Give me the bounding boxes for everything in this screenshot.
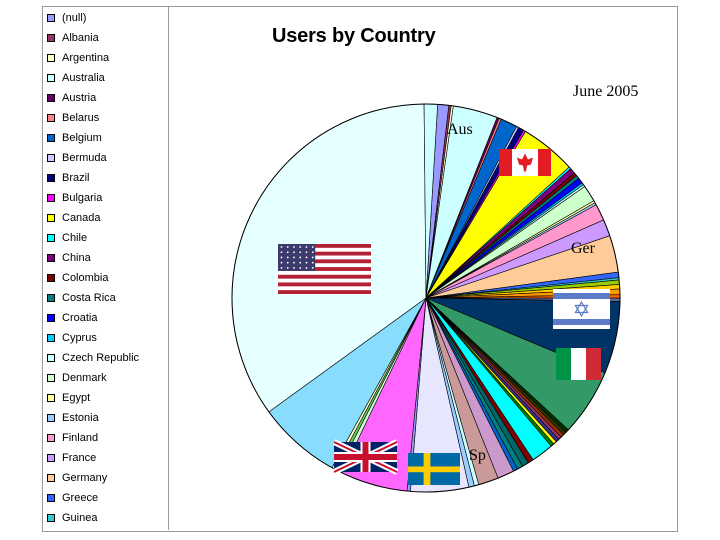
legend-label: China — [62, 252, 91, 264]
legend-label: Finland — [62, 432, 99, 444]
legend-swatch — [47, 214, 55, 222]
legend-label: Guinea — [62, 512, 98, 524]
legend-item-croatia: Croatia — [47, 308, 97, 328]
slice-annotation-aus: Aus — [447, 121, 473, 138]
legend-item-cyprus: Cyprus — [47, 328, 97, 348]
legend-item-canada: Canada — [47, 208, 101, 228]
legend-item-bulgaria: Bulgaria — [47, 188, 102, 208]
legend-swatch — [47, 474, 55, 482]
slice-annotation-ger: Ger — [571, 240, 596, 257]
legend-label: Czech Republic — [62, 352, 140, 364]
legend-item-belarus: Belarus — [47, 108, 99, 128]
legend-item-australia: Australia — [47, 68, 105, 88]
legend-item-finland: Finland — [47, 428, 98, 448]
legend-item-brazil: Brazil — [47, 168, 90, 188]
legend-swatch — [47, 334, 55, 342]
legend-item-france: France — [47, 448, 96, 468]
legend-swatch — [47, 374, 55, 382]
legend-item-belgium: Belgium — [47, 128, 102, 148]
legend-swatch — [47, 394, 55, 402]
legend-swatch — [47, 154, 55, 162]
legend-label: Canada — [62, 212, 101, 224]
slice-annotation-sp: Sp — [469, 447, 486, 464]
legend-label: Egypt — [62, 392, 91, 404]
legend-label: Belarus — [62, 112, 100, 124]
legend-item-chile: Chile — [47, 228, 87, 248]
legend-swatch — [47, 54, 55, 62]
slice-annotations: Aus Ger Sp — [447, 121, 596, 464]
pie-slices — [231, 103, 621, 493]
flag-overlays — [278, 149, 610, 485]
legend-label: (null) — [62, 12, 87, 24]
israel-flag-icon — [553, 289, 610, 329]
legend-label: Chile — [62, 232, 88, 244]
legend-item-argentina: Argentina — [47, 48, 109, 68]
legend-label: Colombia — [62, 272, 109, 284]
legend-label: Albania — [62, 32, 99, 44]
pie-outline — [231, 103, 621, 493]
legend-item-czech-republic: Czech Republic — [47, 348, 139, 368]
chart-title: Users by Country — [272, 25, 436, 47]
legend-label: Greece — [62, 492, 99, 504]
legend-label: Croatia — [62, 312, 98, 324]
legend-item-guinea: Guinea — [47, 508, 97, 528]
legend-swatch — [47, 34, 55, 42]
canada-flag-icon — [499, 149, 551, 176]
legend-item-greece: Greece — [47, 488, 98, 508]
legend-item-null: (null) — [47, 8, 86, 28]
legend-label: Austria — [62, 92, 97, 104]
legend-swatch — [47, 274, 55, 282]
legend-label: Argentina — [62, 52, 110, 64]
legend-label: Australia — [62, 72, 105, 84]
legend-swatch — [47, 414, 55, 422]
legend-swatch — [47, 94, 55, 102]
legend-swatch — [47, 254, 55, 262]
legend-swatch — [47, 174, 55, 182]
italy-flag-icon — [556, 348, 601, 380]
legend-swatch — [47, 294, 55, 302]
legend-swatch — [47, 114, 55, 122]
legend-label: Denmark — [62, 372, 107, 384]
legend-swatch — [47, 234, 55, 242]
legend-item-estonia: Estonia — [47, 408, 99, 428]
legend-label: Estonia — [62, 412, 99, 424]
legend-label: Cyprus — [62, 332, 97, 344]
legend: (null) Albania Argentina Australia Austria Be… — [42, 6, 169, 530]
us-flag-icon — [278, 244, 371, 294]
legend-label: France — [62, 452, 97, 464]
uk-flag-icon — [332, 439, 399, 475]
legend-label: Bermuda — [62, 152, 107, 164]
legend-swatch — [47, 514, 55, 522]
legend-swatch — [47, 74, 55, 82]
legend-label: Costa Rica — [62, 292, 116, 304]
legend-swatch — [47, 454, 55, 462]
legend-label: Germany — [62, 472, 108, 484]
legend-swatch — [47, 494, 55, 502]
legend-item-egypt: Egypt — [47, 388, 90, 408]
chart-subtitle: June 2005 — [573, 83, 639, 100]
legend-item-colombia: Colombia — [47, 268, 108, 288]
legend-swatch — [47, 434, 55, 442]
legend-swatch — [47, 354, 55, 362]
legend-label: Brazil — [62, 172, 90, 184]
legend-item-china: China — [47, 248, 91, 268]
legend-item-bermuda: Bermuda — [47, 148, 107, 168]
legend-label: Bulgaria — [62, 192, 103, 204]
legend-label: Belgium — [62, 132, 102, 144]
legend-item-germany: Germany — [47, 468, 107, 488]
legend-item-denmark: Denmark — [47, 368, 107, 388]
legend-item-austria: Austria — [47, 88, 96, 108]
legend-item-costa-rica: Costa Rica — [47, 288, 116, 308]
legend-swatch — [47, 194, 55, 202]
legend-item-albania: Albania — [47, 28, 99, 48]
legend-swatch — [47, 314, 55, 322]
sweden-flag-icon — [408, 453, 460, 485]
legend-swatch — [47, 14, 55, 22]
legend-swatch — [47, 134, 55, 142]
